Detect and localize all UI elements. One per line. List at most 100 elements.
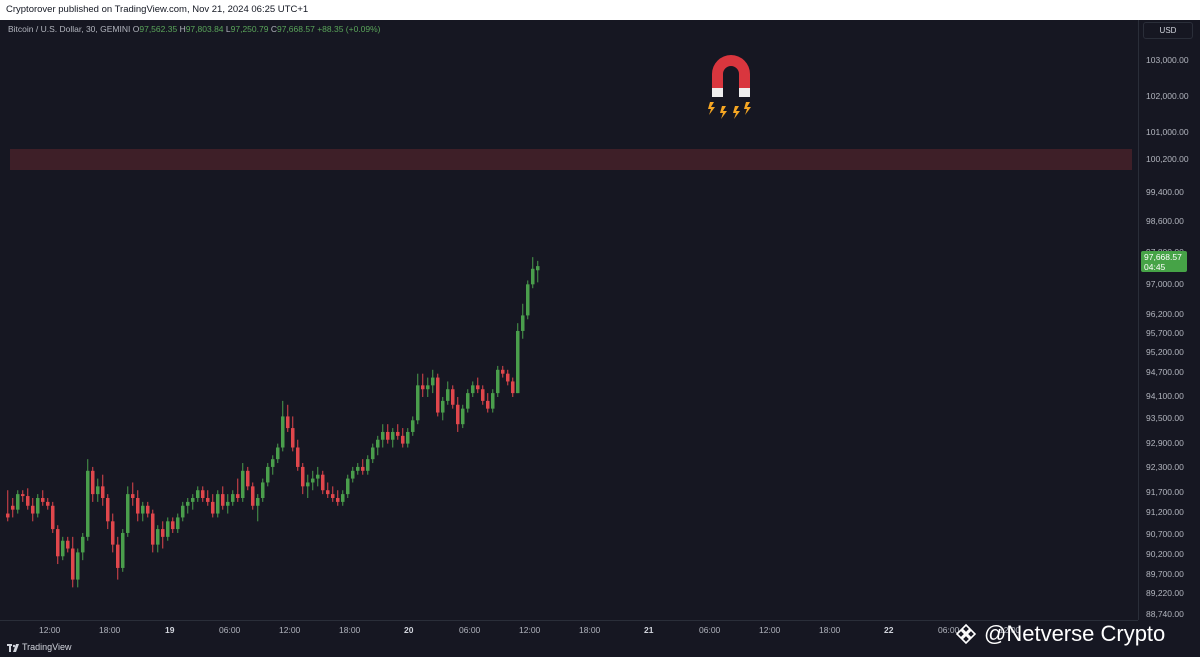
- candle-body: [61, 540, 65, 557]
- candle-body: [426, 385, 430, 390]
- candle-body: [431, 377, 435, 386]
- candle-body: [371, 447, 375, 460]
- candle-body: [226, 501, 230, 506]
- candle-body: [201, 490, 205, 499]
- candle-body: [296, 447, 300, 467]
- candle-body: [66, 540, 70, 549]
- candle-body: [506, 373, 510, 382]
- candle-body: [336, 498, 340, 502]
- candle-body: [376, 439, 380, 448]
- candle-body: [501, 369, 505, 374]
- candle-body: [191, 498, 195, 502]
- candle-body: [256, 498, 260, 506]
- candle-body: [436, 377, 440, 413]
- candle-body: [236, 494, 240, 499]
- time-label: 06:00: [938, 625, 960, 635]
- candle-body: [381, 431, 385, 440]
- candle-body: [286, 416, 290, 429]
- candle-body: [531, 268, 535, 285]
- candle-body: [161, 529, 165, 537]
- symbol-title: Bitcoin / U.S. Dollar, 30, GEMINI: [8, 24, 131, 34]
- candle-body: [136, 498, 140, 514]
- candle-body: [461, 408, 465, 425]
- candle-body: [36, 498, 40, 514]
- current-price-tag: 97,668.57 04:45: [1141, 251, 1187, 272]
- time-label: 18:00: [99, 625, 121, 635]
- time-label: 12:00: [39, 625, 61, 635]
- time-label: 12:00: [759, 625, 781, 635]
- open-value: 97,562.35: [139, 24, 178, 34]
- symbol-legend: Bitcoin / U.S. Dollar, 30, GEMINI O97,56…: [8, 24, 381, 34]
- price-label: 93,500.00: [1146, 413, 1184, 423]
- time-label: 20: [404, 625, 414, 635]
- candle-body: [41, 498, 45, 502]
- candle-body: [491, 393, 495, 409]
- candle-body: [341, 494, 345, 502]
- candle-body: [351, 470, 355, 479]
- price-label: 94,100.00: [1146, 391, 1184, 401]
- candle-body: [51, 505, 55, 530]
- close-key: C: [270, 24, 277, 34]
- candle-body: [446, 389, 450, 401]
- high-key: H: [179, 24, 186, 34]
- candle-body: [261, 482, 265, 499]
- candle-body: [126, 494, 130, 533]
- candle-body: [311, 478, 315, 483]
- currency-button[interactable]: USD: [1143, 22, 1193, 39]
- price-label: 88,740.00: [1146, 609, 1184, 619]
- price-label: 95,700.00: [1146, 328, 1184, 338]
- candle-body: [221, 494, 225, 506]
- current-price: 97,668.57: [1144, 252, 1182, 262]
- candle-body: [96, 486, 100, 495]
- candle-body: [156, 529, 160, 545]
- candle-body: [46, 501, 50, 506]
- candle-body: [56, 529, 60, 557]
- candle-body: [21, 494, 25, 497]
- candle-body: [151, 513, 155, 545]
- time-label: 06:00: [219, 625, 241, 635]
- candle-body: [291, 428, 295, 448]
- candle-body: [86, 470, 90, 537]
- open-key: O: [132, 24, 140, 34]
- candle-body: [31, 505, 35, 514]
- candle-body: [386, 431, 390, 440]
- price-label: 92,300.00: [1146, 462, 1184, 472]
- candle-body: [496, 369, 500, 394]
- candle-body: [196, 490, 200, 499]
- candle-body: [121, 532, 125, 568]
- price-label: 89,220.00: [1146, 588, 1184, 598]
- candle-body: [146, 505, 150, 514]
- price-label: 97,000.00: [1146, 279, 1184, 289]
- price-label: 98,600.00: [1146, 216, 1184, 226]
- time-label: 12:00: [279, 625, 301, 635]
- candle-body: [241, 470, 245, 499]
- candle-body: [76, 552, 80, 580]
- price-label: 103,000.00: [1146, 55, 1189, 65]
- candle-body: [366, 459, 370, 471]
- price-scale[interactable]: [1138, 20, 1200, 620]
- time-axis[interactable]: [0, 620, 1138, 639]
- resistance-zone: [10, 149, 1132, 170]
- candle-body: [306, 482, 310, 487]
- time-label: 18:00: [339, 625, 361, 635]
- price-label: 92,900.00: [1146, 438, 1184, 448]
- low-key: L: [225, 24, 231, 34]
- candle-body: [301, 466, 305, 487]
- candle-body: [181, 505, 185, 518]
- watermark: @Netverse Crypto: [954, 617, 1165, 651]
- chart-pane[interactable]: [0, 20, 1138, 620]
- candle-body: [131, 494, 135, 499]
- candle-body: [401, 435, 405, 444]
- candle-body: [101, 486, 105, 499]
- bar-countdown: 04:45: [1144, 262, 1166, 272]
- candle-body: [396, 431, 400, 436]
- candle-body: [231, 494, 235, 502]
- time-label: 06:00: [459, 625, 481, 635]
- price-label: 100,200.00: [1146, 154, 1189, 164]
- price-label: 95,200.00: [1146, 347, 1184, 357]
- candle-body: [451, 389, 455, 405]
- price-label: 96,200.00: [1146, 309, 1184, 319]
- candle-body: [406, 431, 410, 444]
- candle-body: [321, 474, 325, 491]
- price-label: 89,700.00: [1146, 569, 1184, 579]
